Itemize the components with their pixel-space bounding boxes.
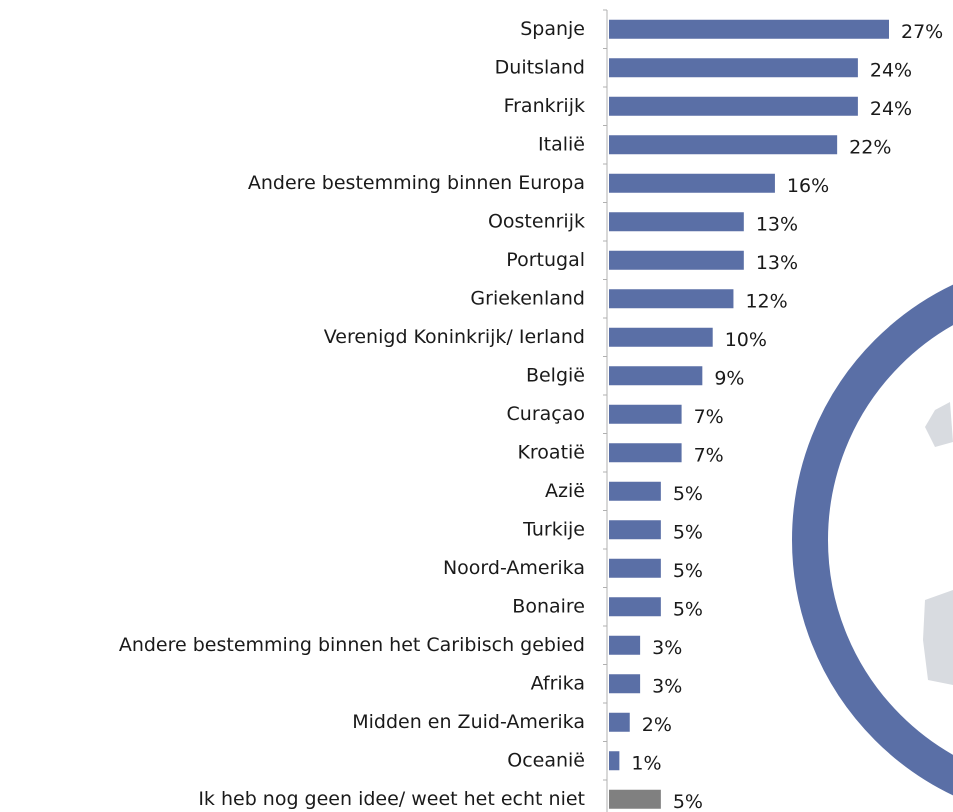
- value-label: 3%: [652, 675, 682, 697]
- value-label: 24%: [870, 59, 912, 81]
- value-label: 1%: [631, 752, 661, 774]
- category-label: Spanje: [520, 18, 585, 40]
- value-label: 9%: [714, 367, 744, 389]
- category-label: Duitsland: [495, 56, 585, 78]
- category-label: Midden en Zuid-Amerika: [352, 711, 585, 733]
- value-label: 7%: [694, 406, 724, 428]
- category-label: Turkije: [522, 518, 585, 540]
- category-label: Kroatië: [517, 441, 585, 463]
- bar: [609, 789, 661, 809]
- category-label: Frankrijk: [504, 95, 585, 117]
- bar: [609, 96, 858, 116]
- bar: [609, 597, 661, 617]
- category-label: Italië: [538, 133, 585, 155]
- bar: [609, 635, 641, 655]
- value-label: 3%: [652, 637, 682, 659]
- category-label: Andere bestemming binnen Europa: [248, 172, 585, 194]
- category-label: Curaçao: [507, 403, 585, 425]
- bar: [609, 366, 703, 386]
- value-label: 2%: [642, 714, 672, 736]
- map-shape: [925, 402, 953, 447]
- category-label: Afrika: [531, 672, 585, 694]
- bar: [609, 674, 641, 694]
- value-label: 22%: [849, 136, 891, 158]
- category-label: Ik heb nog geen idee/ weet het echt niet: [198, 788, 585, 810]
- category-label: Andere bestemming binnen het Caribisch g…: [119, 634, 585, 656]
- value-label: 5%: [673, 791, 703, 812]
- value-label: 16%: [787, 175, 829, 197]
- category-label: Portugal: [506, 249, 585, 271]
- decorative-ring: [792, 284, 953, 796]
- bar: [609, 443, 682, 463]
- category-label: Azië: [545, 480, 585, 502]
- category-label: Noord-Amerika: [443, 557, 585, 579]
- map-shape: [923, 590, 953, 685]
- bar: [609, 751, 620, 771]
- category-label: Oostenrijk: [488, 210, 585, 232]
- category-label: Griekenland: [470, 287, 585, 309]
- value-label: 5%: [673, 598, 703, 620]
- bar: [609, 135, 838, 155]
- bar: [609, 173, 775, 193]
- value-label: 10%: [725, 329, 767, 351]
- bar: [609, 289, 734, 309]
- value-label: 13%: [756, 252, 798, 274]
- category-label: Oceanië: [507, 749, 585, 771]
- category-label: België: [526, 364, 585, 386]
- value-label: 24%: [870, 98, 912, 120]
- value-label: 5%: [673, 483, 703, 505]
- bar: [609, 327, 713, 347]
- value-label: 7%: [694, 444, 724, 466]
- value-label: 27%: [901, 21, 943, 43]
- bar: [609, 19, 889, 39]
- value-label: 5%: [673, 560, 703, 582]
- bar: [609, 520, 661, 540]
- value-label: 13%: [756, 213, 798, 235]
- value-label: 12%: [745, 290, 787, 312]
- bar: [609, 558, 661, 578]
- category-label: Bonaire: [512, 595, 585, 617]
- bar: [609, 250, 744, 270]
- bar: [609, 404, 682, 424]
- bar: [609, 58, 858, 78]
- value-label: 5%: [673, 521, 703, 543]
- bar: [609, 712, 630, 732]
- bar: [609, 212, 744, 232]
- bar: [609, 481, 661, 501]
- category-label: Verenigd Koninkrijk/ Ierland: [324, 326, 585, 348]
